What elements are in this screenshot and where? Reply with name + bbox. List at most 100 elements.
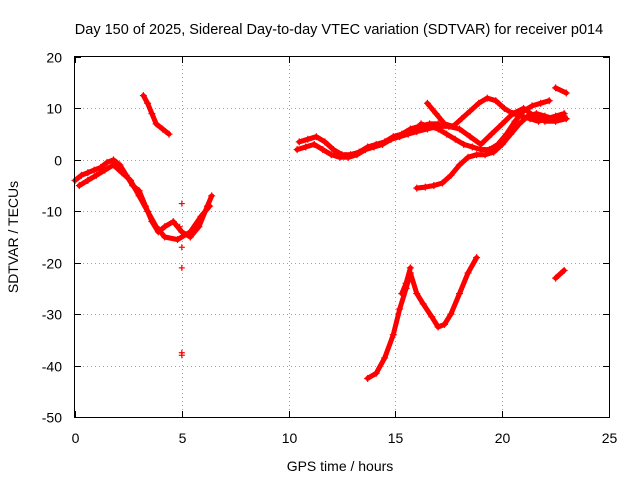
data-point bbox=[509, 110, 517, 118]
data-point bbox=[460, 140, 468, 148]
y-tick-label: 20 bbox=[46, 50, 62, 66]
data-point bbox=[430, 182, 438, 190]
data-point bbox=[537, 99, 545, 107]
data-point bbox=[438, 179, 446, 187]
data-point bbox=[398, 130, 406, 138]
data-point bbox=[402, 279, 410, 287]
data-point bbox=[304, 135, 312, 143]
data-point bbox=[481, 151, 489, 159]
x-axis-label: GPS time / hours bbox=[287, 458, 394, 474]
data-point bbox=[295, 138, 303, 146]
data-point bbox=[293, 146, 301, 154]
series-arc-4-texture bbox=[296, 105, 568, 157]
data-point bbox=[458, 115, 466, 123]
data-point bbox=[118, 169, 126, 177]
chart-title: Day 150 of 2025, Sidereal Day-to-day VTE… bbox=[75, 22, 603, 38]
data-point bbox=[449, 122, 457, 130]
data-point bbox=[466, 133, 474, 141]
data-point bbox=[159, 125, 167, 133]
outlier-point bbox=[178, 200, 185, 207]
data-point bbox=[498, 120, 506, 128]
data-point bbox=[381, 354, 389, 362]
data-point bbox=[84, 176, 92, 184]
data-point bbox=[329, 146, 337, 154]
plot-frame bbox=[74, 56, 610, 418]
data-point bbox=[488, 130, 496, 138]
data-point bbox=[355, 148, 363, 156]
x-tick-label: 0 bbox=[72, 430, 80, 446]
data-point bbox=[92, 171, 100, 179]
outlier-point bbox=[178, 352, 185, 359]
data-point bbox=[208, 192, 216, 200]
data-point bbox=[312, 133, 320, 141]
data-point bbox=[492, 97, 500, 105]
data-point bbox=[302, 143, 310, 151]
data-point bbox=[419, 300, 427, 308]
data-point bbox=[186, 228, 194, 236]
data-point bbox=[447, 310, 455, 318]
y-tick-label: -30 bbox=[42, 307, 62, 323]
outlier-point bbox=[178, 244, 185, 251]
series-arc-11 bbox=[365, 255, 480, 381]
outlier-point bbox=[176, 223, 183, 230]
data-point bbox=[372, 140, 380, 148]
data-point bbox=[389, 331, 397, 339]
data-point bbox=[327, 151, 335, 159]
data-point bbox=[406, 125, 414, 133]
data-point bbox=[432, 110, 440, 118]
data-point bbox=[520, 107, 528, 115]
data-point bbox=[321, 138, 329, 146]
y-tick-label: -20 bbox=[42, 256, 62, 272]
y-tick-label: -10 bbox=[42, 204, 62, 220]
data-point bbox=[464, 153, 472, 161]
data-point bbox=[535, 117, 543, 125]
series-arc-9 bbox=[553, 85, 569, 96]
series-arc-11-texture bbox=[366, 255, 478, 378]
data-point bbox=[413, 290, 421, 298]
data-point bbox=[116, 161, 124, 169]
data-point bbox=[174, 236, 182, 244]
data-point bbox=[169, 218, 177, 226]
data-point bbox=[144, 207, 152, 215]
grid-layer bbox=[75, 57, 609, 417]
x-tick-label: 5 bbox=[179, 430, 187, 446]
data-point bbox=[466, 107, 474, 115]
series-arc-6-texture bbox=[420, 98, 551, 150]
data-point bbox=[148, 110, 156, 118]
data-point bbox=[372, 369, 380, 377]
data-point bbox=[500, 104, 508, 112]
data-point bbox=[389, 133, 397, 141]
data-point bbox=[206, 202, 214, 210]
data-point bbox=[455, 125, 463, 133]
data-point bbox=[152, 223, 160, 231]
data-point bbox=[560, 266, 568, 274]
data-point bbox=[426, 122, 434, 130]
data-point bbox=[549, 115, 557, 123]
data-point bbox=[490, 148, 498, 156]
data-point bbox=[139, 92, 147, 100]
y-axis-label: SDTVAR / TECUs bbox=[5, 181, 21, 293]
data-point bbox=[473, 254, 481, 262]
data-point bbox=[455, 290, 463, 298]
y-tick-label: 10 bbox=[46, 101, 62, 117]
data-point bbox=[441, 120, 449, 128]
data-point bbox=[507, 130, 515, 138]
data-point bbox=[541, 112, 549, 120]
data-point bbox=[84, 169, 92, 177]
data-point bbox=[109, 161, 117, 169]
x-tick-label: 15 bbox=[388, 430, 404, 446]
data-point bbox=[396, 305, 404, 313]
data-point bbox=[398, 290, 406, 298]
data-point bbox=[528, 102, 536, 110]
data-point bbox=[511, 117, 519, 125]
x-tick-label: 25 bbox=[602, 430, 618, 446]
y-tick-label: 0 bbox=[54, 153, 62, 169]
data-layer bbox=[71, 84, 570, 382]
data-point bbox=[428, 313, 436, 321]
data-point bbox=[77, 171, 85, 179]
x-tick-label: 20 bbox=[495, 430, 511, 446]
series-arc-6 bbox=[418, 98, 552, 153]
data-point bbox=[101, 166, 109, 174]
series-arc-8-texture bbox=[415, 111, 566, 188]
data-point bbox=[451, 135, 459, 143]
